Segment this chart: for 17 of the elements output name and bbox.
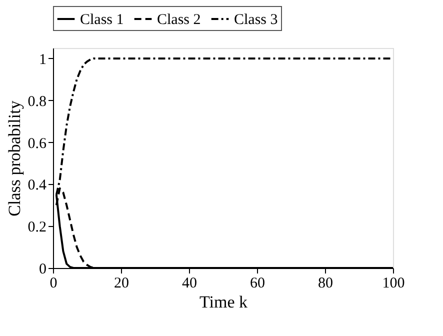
y-tick-label: 0.8 bbox=[28, 94, 46, 110]
y-axis-title: Class probability bbox=[4, 100, 24, 216]
x-tick-label: 0 bbox=[50, 276, 58, 292]
x-tick-label: 80 bbox=[318, 276, 333, 292]
x-tick-label: 40 bbox=[182, 276, 197, 292]
legend-label: Class 3 bbox=[234, 12, 278, 28]
x-tick-label: 100 bbox=[382, 276, 405, 292]
legend-label: Class 1 bbox=[80, 12, 124, 28]
y-tick-label: 0.4 bbox=[28, 178, 47, 194]
x-tick-label: 20 bbox=[114, 276, 129, 292]
y-tick-label: 0 bbox=[39, 262, 46, 278]
x-tick-label: 60 bbox=[250, 276, 265, 292]
y-tick-label: 1 bbox=[39, 52, 46, 68]
x-axis-title: Time k bbox=[199, 292, 248, 312]
y-tick-label: 0.6 bbox=[28, 136, 47, 152]
legend-label: Class 2 bbox=[157, 12, 201, 28]
y-tick-label: 0.2 bbox=[28, 220, 46, 236]
